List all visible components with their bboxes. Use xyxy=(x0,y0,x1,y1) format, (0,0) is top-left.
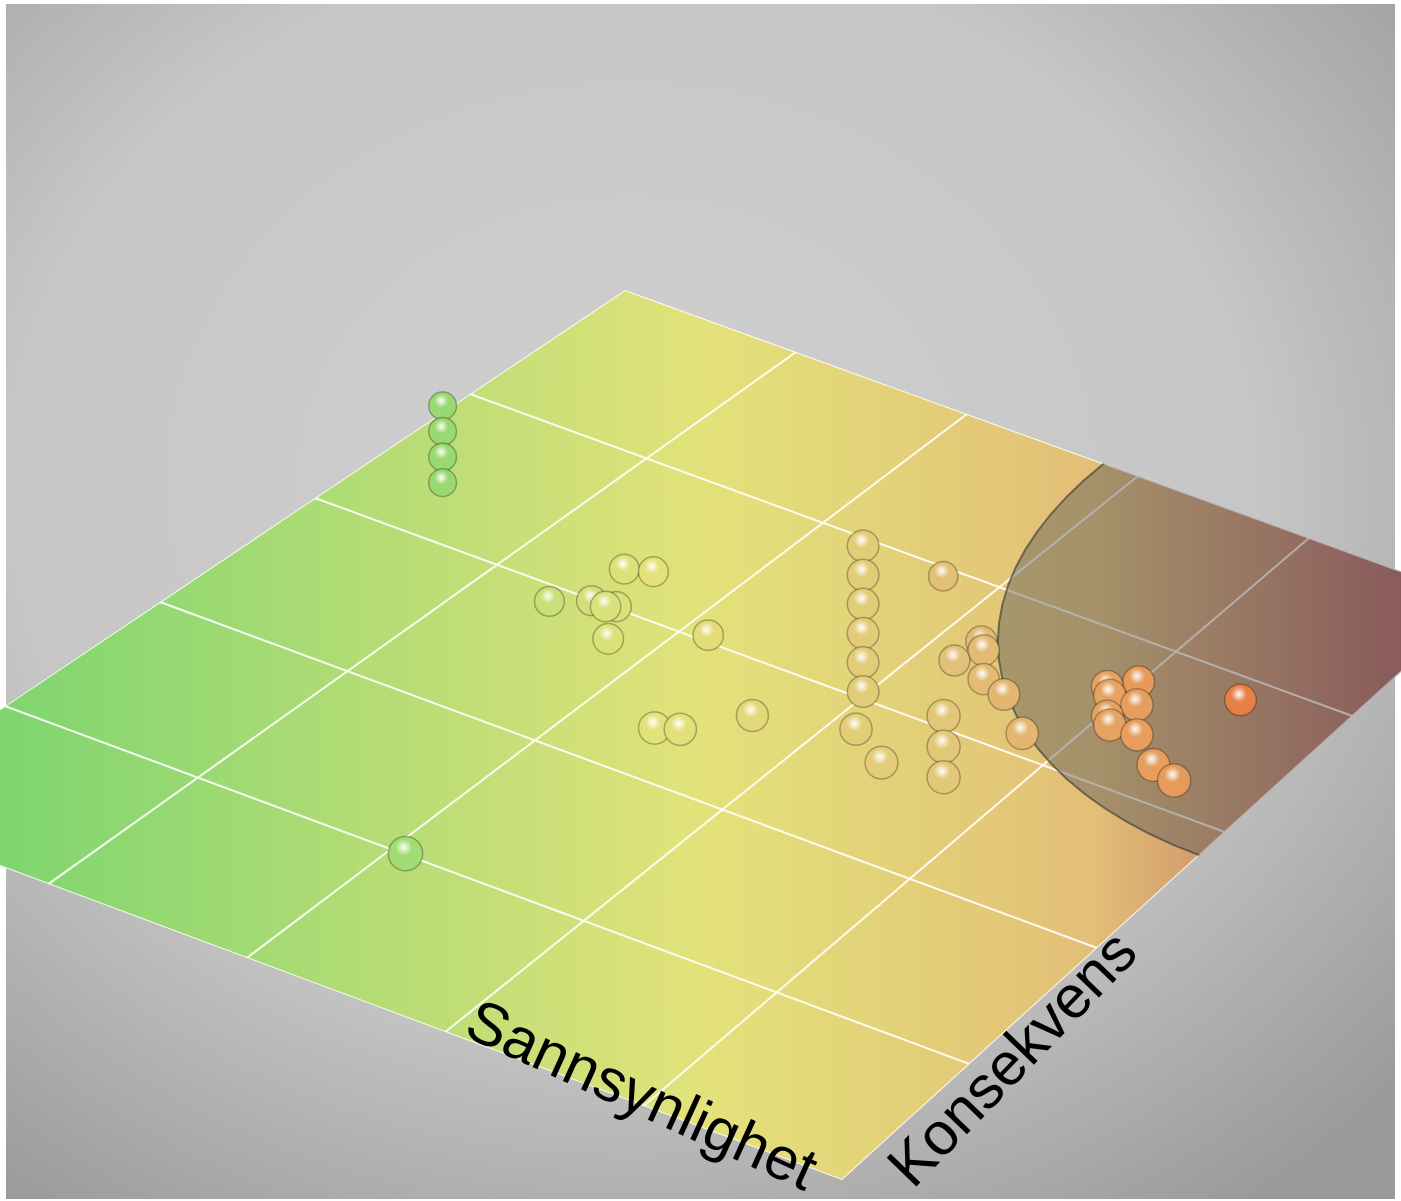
grid-line-y-1 xyxy=(4,705,970,1065)
data-point xyxy=(846,675,880,709)
grid-line-y-3 xyxy=(314,497,1226,833)
data-point xyxy=(427,442,458,472)
risk-plane xyxy=(0,290,1401,1180)
data-point xyxy=(1223,683,1258,717)
data-point xyxy=(927,560,959,592)
data-point xyxy=(608,553,640,585)
data-point xyxy=(692,619,725,652)
data-point xyxy=(427,468,458,498)
data-point xyxy=(967,633,1000,667)
data-point xyxy=(663,712,698,747)
data-point xyxy=(846,645,880,679)
data-point xyxy=(637,556,670,588)
data-point xyxy=(592,622,625,655)
data-point xyxy=(846,529,880,563)
grid-line-x-4 xyxy=(642,537,1310,1107)
data-point xyxy=(589,590,622,623)
data-point xyxy=(427,391,458,421)
data-point xyxy=(533,585,566,618)
data-points xyxy=(387,391,1258,872)
data-point xyxy=(1120,688,1154,722)
data-point xyxy=(735,698,770,733)
data-point xyxy=(1005,716,1040,751)
data-point xyxy=(1156,763,1192,798)
grid-line-y-2 xyxy=(159,601,1098,949)
grid-line-x-2 xyxy=(246,413,968,959)
data-point xyxy=(926,759,961,795)
data-point xyxy=(1120,717,1154,752)
data-point xyxy=(926,729,961,764)
data-point xyxy=(846,558,880,592)
grid-line-x-3 xyxy=(444,475,1139,1033)
data-point xyxy=(938,644,971,677)
data-point xyxy=(846,587,880,621)
grid-line-y-4 xyxy=(469,393,1353,717)
data-point xyxy=(926,698,961,734)
data-point xyxy=(846,616,880,650)
data-point xyxy=(387,835,424,872)
data-point xyxy=(427,416,458,447)
data-point xyxy=(839,712,873,747)
data-point xyxy=(864,745,899,780)
data-point xyxy=(987,677,1021,712)
grid-line-x-1 xyxy=(47,351,797,885)
